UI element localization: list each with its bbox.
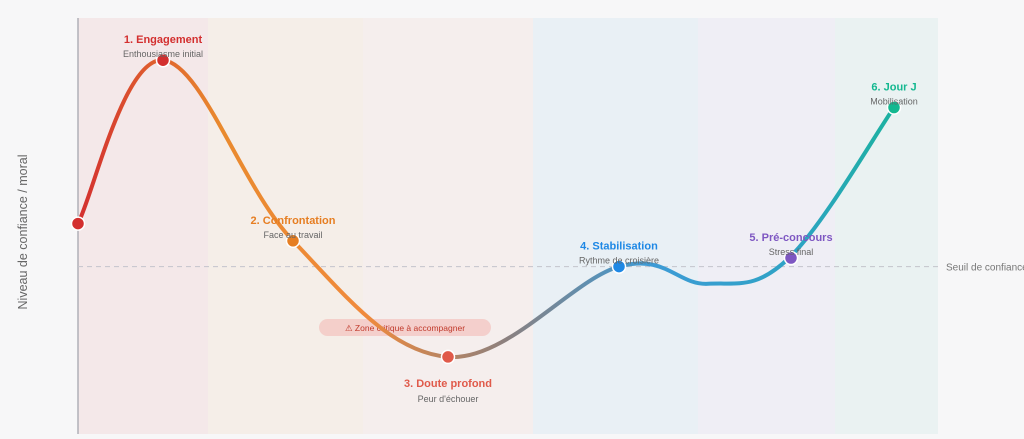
phase-label-2: 2. Confrontation [251, 215, 336, 227]
phase-sublabel-5: Stress final [769, 247, 814, 257]
phase-label-5: 5. Pré-concours [749, 232, 832, 244]
phase-sublabel-3: Peur d'échouer [418, 394, 479, 404]
phase-zone-6 [835, 18, 938, 434]
critical-zone-text: ⚠ Zone critique à accompagner [345, 323, 465, 333]
phase-point-5 [783, 250, 799, 266]
phase-point-2 [285, 233, 301, 249]
phase-labels: 1. Engagement Enthousiasme initial 2. Conf… [123, 34, 918, 404]
phase-sublabel-2: Face au travail [263, 230, 322, 240]
critical-zone-banner: ⚠ Zone critique à accompagner [319, 319, 491, 336]
phase-zone-1 [78, 18, 208, 434]
phase-label-3: 3. Doute profond [404, 378, 492, 390]
phase-label-1: 1. Engagement [124, 34, 203, 46]
phase-zone-3 [363, 18, 533, 434]
phase-zones [78, 18, 938, 434]
phase-sublabel-6: Mobilisation [870, 97, 918, 107]
phase-label-6: 6. Jour J [871, 82, 916, 94]
phase-points [70, 52, 902, 365]
threshold-label: Seuil de confiance [946, 263, 1024, 274]
phase-sublabel-1: Enthousiasme initial [123, 49, 203, 59]
phase-point-6 [886, 100, 902, 115]
phase-zone-5 [698, 18, 835, 434]
phase-point-4 [611, 259, 627, 274]
critical-zone-pill [319, 319, 491, 336]
phase-zone-4 [533, 18, 698, 434]
start-point [70, 216, 86, 231]
phase-point-3 [440, 349, 456, 365]
phase-sublabel-4: Rythme de croisière [579, 256, 659, 266]
phase-zone-2 [208, 18, 363, 434]
phase-label-4: 4. Stabilisation [580, 241, 658, 253]
y-axis-label: Niveau de confiance / moral [16, 155, 30, 310]
phase-point-1 [155, 52, 171, 68]
